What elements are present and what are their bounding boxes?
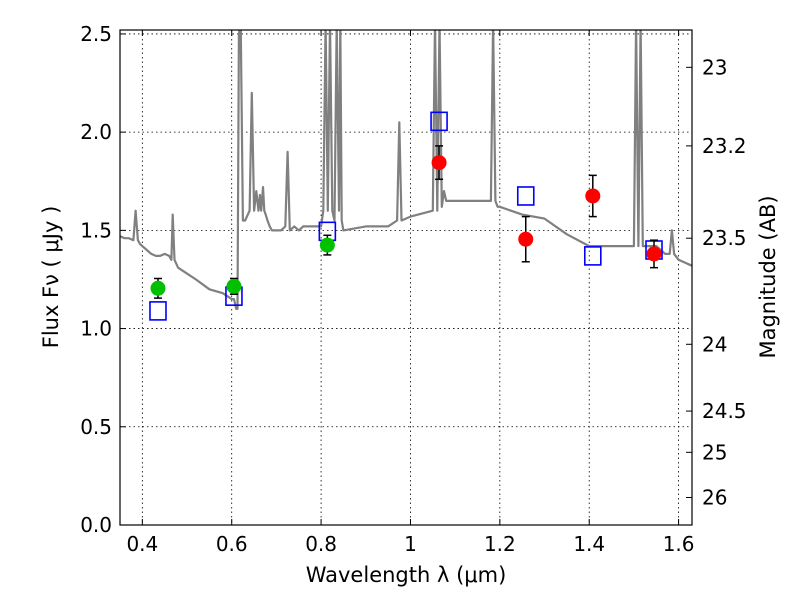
y-tick-label: 0.0 [80,513,112,537]
observed-flux-point [226,278,242,294]
grid [120,30,692,526]
observed-flux-point [646,246,662,262]
y2-axis-label: Magnitude (AB) [756,195,780,358]
y2-tick-label: 24 [702,332,727,356]
observed-flux-point [150,280,166,296]
model-square-point [516,186,535,206]
model-square-point [149,301,167,321]
y-tick-label: 1.0 [80,317,112,341]
y2-tick-label: 24.5 [702,399,747,423]
x-tick-label: 1.2 [484,532,516,556]
x-axis-label: Wavelength λ (μm) [306,563,507,587]
x-tick-label: 1 [404,532,417,556]
observed-flux-point [585,188,601,204]
y-tick-label: 1.5 [80,218,112,242]
model-square-point [583,246,602,266]
y-tick-label: 0.5 [80,415,112,439]
marks-layer [149,111,663,321]
y2-tick-label: 25 [702,440,727,464]
spectrum-layer [120,30,692,310]
y-axis-label: Flux Fν ( μJy ) [39,206,63,349]
y2-tick-label: 23.5 [702,226,747,250]
x-tick-label: 0.4 [126,532,158,556]
y2-tick-label: 23.2 [702,134,747,158]
plot-frame [119,29,693,526]
observed-flux-point [518,231,534,247]
model-square-point [430,111,448,132]
y-tick-label: 2.5 [80,22,112,46]
y-tick-label: 2.0 [80,120,112,144]
x-tick-label: 1.4 [573,532,605,556]
model-spectrum-line [120,30,692,310]
observed-flux-point [431,155,447,171]
y2-tick-label: 23 [702,55,727,79]
x-tick-label: 0.8 [305,532,337,556]
x-tick-label: 1.6 [663,532,695,556]
ticks-layer: 0.4 0.6 0.8 1 1.2 1.4 1.6 0.0 0.5 1.0 1.5 2.0 2.5 23 2… [80,22,746,556]
observed-flux-point [319,237,335,253]
x-tick-label: 0.6 [216,532,248,556]
y2-tick-label: 26 [702,486,727,510]
